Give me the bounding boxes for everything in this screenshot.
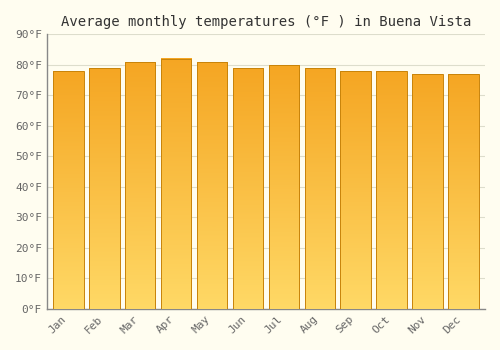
Bar xyxy=(340,71,371,309)
Bar xyxy=(161,59,192,309)
Title: Average monthly temperatures (°F ) in Buena Vista: Average monthly temperatures (°F ) in Bu… xyxy=(60,15,471,29)
Bar xyxy=(268,65,299,309)
Bar xyxy=(412,74,443,309)
Bar xyxy=(376,71,407,309)
Bar xyxy=(232,68,263,309)
Bar xyxy=(448,74,478,309)
Bar xyxy=(125,62,156,309)
Bar xyxy=(304,68,335,309)
Bar xyxy=(89,68,120,309)
Bar xyxy=(197,62,228,309)
Bar xyxy=(53,71,84,309)
